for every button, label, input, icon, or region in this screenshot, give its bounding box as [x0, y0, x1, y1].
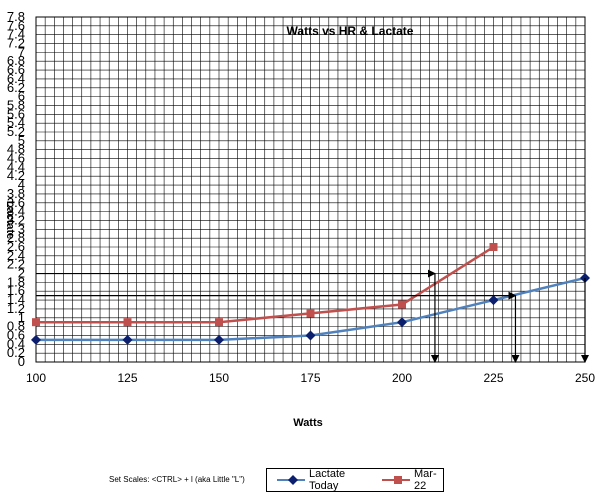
y-tick-label: 6.6 — [7, 62, 25, 77]
data-point-series-0 — [305, 330, 316, 341]
data-point-series-0 — [31, 334, 41, 345]
y-tick-label: 4.2 — [7, 168, 25, 183]
data-point-series-1 — [398, 300, 406, 309]
data-point-series-1 — [215, 318, 223, 327]
y-tick-label: 0.8 — [7, 319, 25, 334]
y-tick-label: 4 — [18, 177, 25, 192]
y-tick-label: 6.4 — [7, 71, 25, 86]
y-tick-label: 5.6 — [7, 106, 25, 121]
plot-border — [35, 16, 586, 363]
x-tick-label: 150 — [209, 371, 229, 385]
legend-label-lactate-today: Lactate Today — [309, 468, 346, 492]
data-point-series-0 — [214, 334, 224, 345]
y-tick-label: 2.8 — [7, 230, 25, 245]
y-tick-label: 3.6 — [7, 195, 25, 210]
y-tick-label: 3.2 — [7, 212, 25, 227]
y-tick-label: 2 — [18, 266, 25, 281]
y-tick-label: 5.2 — [7, 124, 25, 139]
x-tick-label: 175 — [300, 371, 320, 385]
y-tick-label: 0.6 — [7, 327, 25, 342]
legend-label-mar-22: Mar-22 — [414, 468, 437, 492]
x-tick-label: 100 — [26, 371, 46, 385]
y-tick-label: 3.4 — [7, 204, 25, 219]
y-tick-label: 0.2 — [7, 345, 25, 360]
y-tick-label: 5.4 — [7, 115, 25, 130]
y-tick-label: 0 — [18, 354, 25, 369]
y-tick-label: 4.4 — [7, 159, 25, 174]
data-point-series-1 — [489, 243, 498, 251]
y-tick-label: 5 — [18, 133, 25, 148]
y-tick-label: 1.4 — [7, 292, 25, 307]
data-point-series-1 — [306, 309, 315, 318]
legend-entry-lactate-today: Lactate Today — [275, 468, 366, 492]
data-point-series-0 — [122, 334, 133, 345]
y-tick-label: 1 — [18, 310, 25, 325]
x-tick-label: 225 — [483, 371, 503, 385]
x-axis-label: Watts — [293, 417, 323, 429]
y-tick-label: 7.8 — [7, 9, 25, 24]
y-tick-label: 5.8 — [7, 97, 25, 112]
y-tick-label: 2.6 — [7, 239, 25, 254]
y-tick-label: 4.6 — [7, 151, 25, 166]
data-point-series-0 — [488, 295, 499, 306]
y-tick-label: 1.8 — [7, 274, 25, 289]
y-tick-label: 6.8 — [7, 53, 25, 68]
y-tick-label: 3.8 — [7, 186, 25, 201]
y-tick-label: 1.6 — [7, 283, 25, 298]
y-tick-label: 7.6 — [7, 18, 25, 33]
y-tick-label: 6 — [18, 89, 25, 104]
y-tick-label: 7 — [18, 44, 25, 59]
y-tick-label: 7.4 — [7, 27, 25, 42]
y-tick-label: 2.2 — [7, 257, 25, 272]
x-tick-label: 200 — [392, 371, 412, 385]
data-point-series-1 — [32, 318, 40, 327]
y-tick-label: 4.8 — [7, 142, 25, 157]
y-tick-label: 3 — [18, 221, 25, 236]
y-tick-label: 1.2 — [7, 301, 25, 316]
y-tick-label: 6.2 — [7, 80, 25, 95]
chart-legend: Lactate Today Mar-22 — [266, 468, 444, 492]
y-axis-label: Lactate — [4, 201, 16, 240]
x-tick-label: 250 — [575, 371, 595, 385]
y-tick-label: 2.4 — [7, 248, 25, 263]
data-point-series-1 — [123, 318, 132, 327]
y-tick-label: 7.2 — [7, 36, 25, 51]
footer-note: Set Scales: <CTRL> + l (aka Little "L") — [109, 475, 245, 484]
legend-swatch-mar-22 — [382, 476, 411, 484]
data-point-series-0 — [397, 317, 407, 328]
legend-swatch-lactate-today — [277, 475, 306, 485]
chart-title: Watts vs HR & Lactate — [287, 24, 414, 38]
series-line-1 — [36, 245, 495, 324]
y-tick-label: 0.4 — [7, 336, 25, 351]
x-tick-label: 125 — [117, 371, 137, 385]
legend-entry-mar-22: Mar-22 — [380, 468, 443, 492]
